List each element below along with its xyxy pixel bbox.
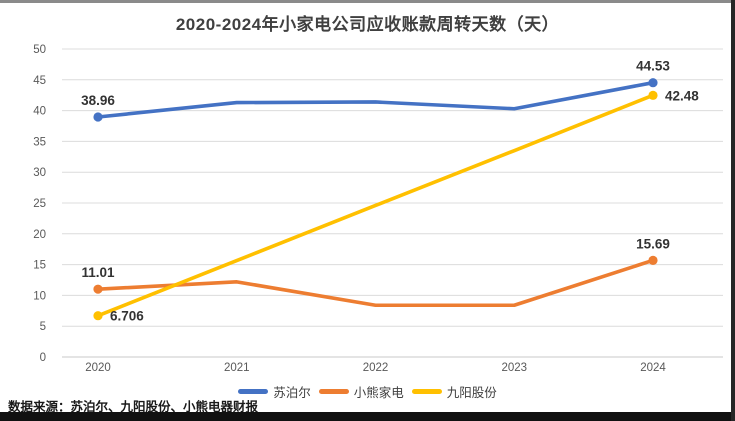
y-tick-label: 10: [33, 290, 46, 302]
legend-swatch-joyoung: [411, 389, 442, 394]
y-tick-label: 5: [40, 321, 46, 333]
data-label: 38.96: [81, 93, 115, 108]
y-tick-label: 25: [33, 198, 46, 210]
data-label: 44.53: [636, 59, 670, 74]
legend-label-supor: 苏泊尔: [273, 386, 311, 400]
series-line-苏泊尔: [96, 80, 655, 119]
y-tick-label: 30: [33, 167, 46, 179]
legend-swatch-supor: [238, 389, 269, 394]
series-line-小熊家电: [96, 258, 655, 308]
x-tick-label: 2023: [501, 362, 527, 374]
window-right-edge: [731, 0, 735, 421]
data-point-marker: [648, 78, 658, 88]
data-label: 6.706: [110, 309, 144, 324]
data-point-marker: [93, 112, 103, 122]
y-tick-label: 15: [33, 260, 46, 272]
legend-label-joyoung: 九阳股份: [446, 386, 497, 400]
data-point-marker: [648, 90, 658, 100]
y-tick-label: 40: [33, 106, 46, 118]
data-label: 11.01: [81, 265, 115, 280]
x-tick-label: 2022: [363, 362, 389, 374]
chart-title: 2020-2024年小家电公司应收账款周转天数（天）: [175, 15, 560, 34]
legend-item-supor: 苏泊尔: [238, 382, 311, 401]
window-bottom-edge: [0, 412, 735, 421]
legend-item-bear: 小熊家电: [318, 382, 404, 401]
data-point-marker: [93, 284, 103, 294]
chart-legend: 苏泊尔 小熊家电 九阳股份: [0, 382, 735, 401]
y-tick-label: 20: [33, 229, 46, 241]
legend-swatch-bear: [318, 389, 349, 394]
y-tick-label: 35: [33, 136, 46, 148]
y-tick-label: 45: [33, 75, 46, 87]
y-tick-label: 0: [40, 352, 46, 364]
legend-label-bear: 小熊家电: [353, 386, 404, 400]
x-tick-label: 2020: [85, 362, 111, 374]
legend-item-joyoung: 九阳股份: [411, 382, 497, 401]
x-tick-label: 2021: [224, 362, 250, 374]
data-source-note: 数据来源：苏泊尔、九阳股份、小熊电器财报: [8, 400, 259, 414]
x-tick-label: 2024: [640, 362, 666, 374]
data-label: 42.48: [665, 88, 699, 103]
window-top-edge: [0, 0, 735, 3]
series-line-九阳股份: [96, 93, 655, 318]
data-label: 15.69: [636, 236, 670, 251]
y-tick-label: 50: [33, 44, 46, 56]
data-point-marker: [93, 311, 103, 321]
data-point-marker: [648, 255, 658, 265]
